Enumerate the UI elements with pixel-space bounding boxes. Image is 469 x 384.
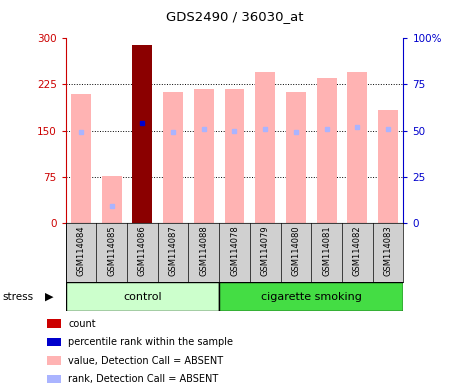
Text: stress: stress (2, 291, 33, 302)
Bar (378, 110, 398, 223)
Bar (286, 92, 306, 223)
Text: cigarette smoking: cigarette smoking (261, 291, 362, 302)
Bar (219, 282, 403, 311)
Text: GSM114079: GSM114079 (261, 226, 270, 276)
Text: GSM114082: GSM114082 (353, 226, 362, 276)
Bar (348, 72, 367, 223)
Text: percentile rank within the sample: percentile rank within the sample (68, 337, 233, 347)
Text: GSM114084: GSM114084 (76, 226, 85, 276)
Bar (71, 94, 91, 223)
Text: GDS2490 / 36030_at: GDS2490 / 36030_at (166, 10, 303, 23)
Bar (102, 176, 121, 223)
Bar (132, 45, 152, 223)
Bar (317, 78, 337, 223)
Text: GSM114088: GSM114088 (199, 226, 208, 276)
Bar (194, 89, 214, 223)
Text: GSM114083: GSM114083 (384, 226, 393, 276)
Text: GSM114081: GSM114081 (322, 226, 331, 276)
Text: control: control (123, 291, 162, 302)
Text: GSM114086: GSM114086 (138, 226, 147, 276)
Text: GSM114087: GSM114087 (168, 226, 178, 276)
Text: rank, Detection Call = ABSENT: rank, Detection Call = ABSENT (68, 374, 218, 384)
Bar (225, 89, 244, 223)
Text: GSM114078: GSM114078 (230, 226, 239, 276)
Bar (255, 72, 275, 223)
Text: ▶: ▶ (45, 291, 54, 302)
Bar (66, 282, 219, 311)
Text: GSM114085: GSM114085 (107, 226, 116, 276)
Text: GSM114080: GSM114080 (291, 226, 301, 276)
Text: count: count (68, 319, 96, 329)
Bar (163, 92, 183, 223)
Text: value, Detection Call = ABSENT: value, Detection Call = ABSENT (68, 356, 223, 366)
